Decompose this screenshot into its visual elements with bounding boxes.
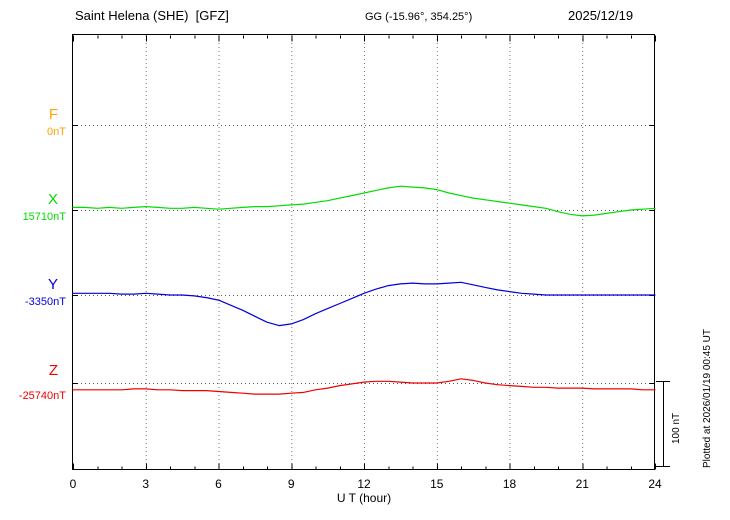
x-tick-label: 18 [502,477,517,491]
x-tick-label: 12 [357,477,371,491]
trace-Y [72,281,656,327]
geographic-coordinates: GG (-15.96°, 354.25°) [365,11,473,23]
station-title: Saint Helena (SHE) [GFZ] [75,8,229,23]
plotted-at-timestamp: Plotted at 2026/01/19 00:45 UT [702,329,713,468]
trace-X [72,185,656,217]
x-tick-label: 0 [69,477,77,491]
series-baseline-X: 15710nT [22,211,66,223]
series-letter-X: X [47,191,58,208]
x-tick-label: 6 [215,477,222,491]
x-tick-label: 21 [575,477,589,491]
series-letter-Z: Z [48,362,58,379]
plot-frame [72,34,655,470]
series-baseline-F: 0nT [47,126,66,138]
x-tick-label: 3 [142,477,150,491]
series-letter-F: F [48,106,58,123]
series-baseline-Y: -3350nT [25,296,66,308]
series-letter-Y: Y [47,276,58,293]
x-tick-label: 15 [430,477,444,491]
scale-bar-label: 100 nT [671,412,682,444]
x-tick-label: 24 [648,477,662,491]
series-baseline-Z: -25740nT [18,390,66,402]
x-tick-label: 9 [287,477,295,491]
x-axis-label: U T (hour) [336,491,392,505]
trace-Z [72,378,656,395]
plot-date: 2025/12/19 [568,8,634,23]
